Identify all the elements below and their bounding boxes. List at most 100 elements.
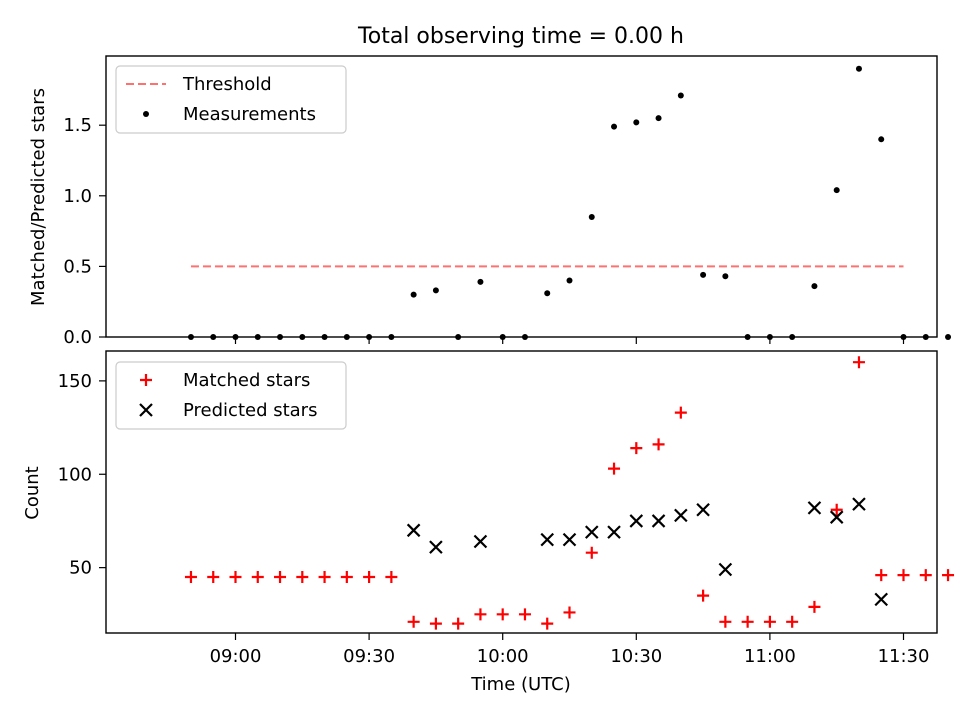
predicted-star-point bbox=[562, 532, 577, 547]
count-axes-frame bbox=[105, 350, 938, 634]
matched-star-point bbox=[296, 570, 309, 583]
measurement-point bbox=[811, 283, 818, 290]
ratio-y-tick-label: 0.0 bbox=[63, 327, 92, 348]
ratio-panel: 0.0 0.5 1.0 1.5 Matched/Predicted stars Thr… bbox=[28, 55, 952, 348]
measurement-point bbox=[677, 92, 684, 99]
predicted-star-point bbox=[607, 525, 621, 539]
matched-star-point bbox=[697, 589, 710, 602]
predicted-star-point bbox=[540, 532, 555, 547]
ratio-y-tick-label: 1.0 bbox=[63, 186, 92, 207]
count-x-tick-label: 11:30 bbox=[878, 646, 930, 667]
matched-star-point bbox=[452, 617, 465, 630]
predicted-star-point bbox=[696, 502, 710, 517]
predicted-star-point bbox=[406, 523, 421, 538]
count-x-tick-label: 11:00 bbox=[744, 646, 796, 667]
measurement-point bbox=[722, 273, 729, 280]
count-y-tick-label: 150 bbox=[58, 371, 92, 392]
measurement-point bbox=[945, 334, 952, 340]
matched-star-point bbox=[229, 570, 242, 583]
legend-matched-label: Matched stars bbox=[183, 370, 310, 391]
matched-star-point bbox=[741, 615, 754, 628]
matched-star-point bbox=[429, 617, 442, 630]
ratio-legend: Threshold Measurements bbox=[115, 65, 347, 134]
chart-title: Total observing time = 0.00 h bbox=[357, 24, 684, 49]
legend-matched-swatch bbox=[140, 374, 152, 386]
predicted-star-point bbox=[584, 525, 599, 539]
count-x-tick-label: 09:00 bbox=[210, 646, 262, 667]
count-y-tick-label: 50 bbox=[69, 558, 92, 579]
matched-star-point bbox=[786, 615, 799, 628]
matched-star-point bbox=[652, 438, 665, 451]
matched-star-point bbox=[563, 606, 576, 619]
matched-star-point bbox=[719, 615, 732, 628]
matched-star-point bbox=[274, 570, 287, 583]
ratio-axes-frame bbox=[105, 55, 938, 338]
predicted-star-point bbox=[674, 508, 688, 523]
count-x-tick-label: 09:30 bbox=[343, 646, 395, 667]
predicted-star-point bbox=[874, 592, 889, 607]
legend-predicted-swatch bbox=[139, 403, 153, 417]
matched-star-point bbox=[585, 546, 598, 559]
matched-star-point bbox=[474, 608, 487, 621]
x-axis-label: Time (UTC) bbox=[470, 674, 571, 695]
measurement-point bbox=[432, 287, 439, 294]
predicted-star-point bbox=[718, 562, 733, 577]
predicted-star-point bbox=[651, 514, 666, 528]
matched-star-point bbox=[830, 503, 843, 516]
matched-star-point bbox=[674, 406, 687, 419]
count-panel: 50 100 150 09:00 09:30 10:00 10:30 11:00 11:30 C… bbox=[22, 350, 955, 695]
measurement-point bbox=[611, 123, 618, 130]
matched-star-point bbox=[608, 462, 621, 475]
measurement-point bbox=[878, 136, 885, 143]
measurement-point bbox=[655, 115, 662, 122]
predicted-star-point bbox=[829, 510, 844, 524]
predicted-star-point bbox=[807, 501, 822, 515]
count-legend: Matched stars Predicted stars bbox=[115, 361, 347, 430]
matched-star-point bbox=[541, 617, 554, 630]
predicted-star-point bbox=[852, 497, 866, 511]
ratio-legend-frame bbox=[115, 65, 347, 134]
matched-star-point bbox=[630, 442, 643, 455]
matched-star-point bbox=[184, 570, 197, 583]
matched-star-point bbox=[207, 570, 220, 583]
measurement-point bbox=[855, 65, 862, 72]
measurement-point bbox=[833, 187, 840, 194]
count-y-tick-label: 100 bbox=[58, 464, 92, 485]
predicted-star-point bbox=[429, 540, 443, 554]
measurement-point bbox=[700, 271, 707, 278]
matched-star-point bbox=[518, 608, 531, 621]
matched-star-point bbox=[363, 570, 376, 583]
legend-measurements-swatch bbox=[143, 111, 149, 117]
measurement-point bbox=[477, 278, 484, 285]
measurement-point bbox=[588, 213, 595, 220]
matched-star-point bbox=[897, 569, 910, 582]
predicted-star-point bbox=[473, 534, 488, 549]
matched-star-point bbox=[407, 615, 420, 628]
matched-star-point bbox=[919, 569, 932, 582]
matched-star-point bbox=[318, 570, 331, 583]
matched-star-point bbox=[942, 569, 955, 582]
legend-measurements-label: Measurements bbox=[183, 104, 316, 125]
matched-star-point bbox=[808, 600, 821, 613]
matched-star-point bbox=[496, 608, 509, 621]
legend-threshold-label: Threshold bbox=[182, 74, 272, 95]
ratio-y-axis-label: Matched/Predicted stars bbox=[28, 88, 49, 306]
matched-star-point bbox=[852, 356, 865, 369]
count-y-axis-label: Count bbox=[22, 466, 43, 519]
measurement-point bbox=[410, 291, 417, 298]
matched-star-point bbox=[875, 569, 888, 582]
legend-predicted-label: Predicted stars bbox=[183, 400, 317, 421]
matched-star-point bbox=[340, 570, 353, 583]
matched-star-point bbox=[385, 570, 398, 583]
measurement-point bbox=[544, 290, 551, 297]
ratio-y-tick-label: 0.5 bbox=[63, 256, 92, 277]
measurement-point bbox=[633, 119, 640, 126]
ratio-y-tick-label: 1.5 bbox=[63, 115, 92, 136]
predicted-star-point bbox=[629, 514, 644, 528]
matched-star-point bbox=[251, 570, 264, 583]
matched-star-point bbox=[763, 615, 776, 628]
count-x-tick-label: 10:00 bbox=[477, 646, 529, 667]
count-x-tick-label: 10:30 bbox=[610, 646, 662, 667]
count-legend-frame bbox=[115, 361, 347, 430]
